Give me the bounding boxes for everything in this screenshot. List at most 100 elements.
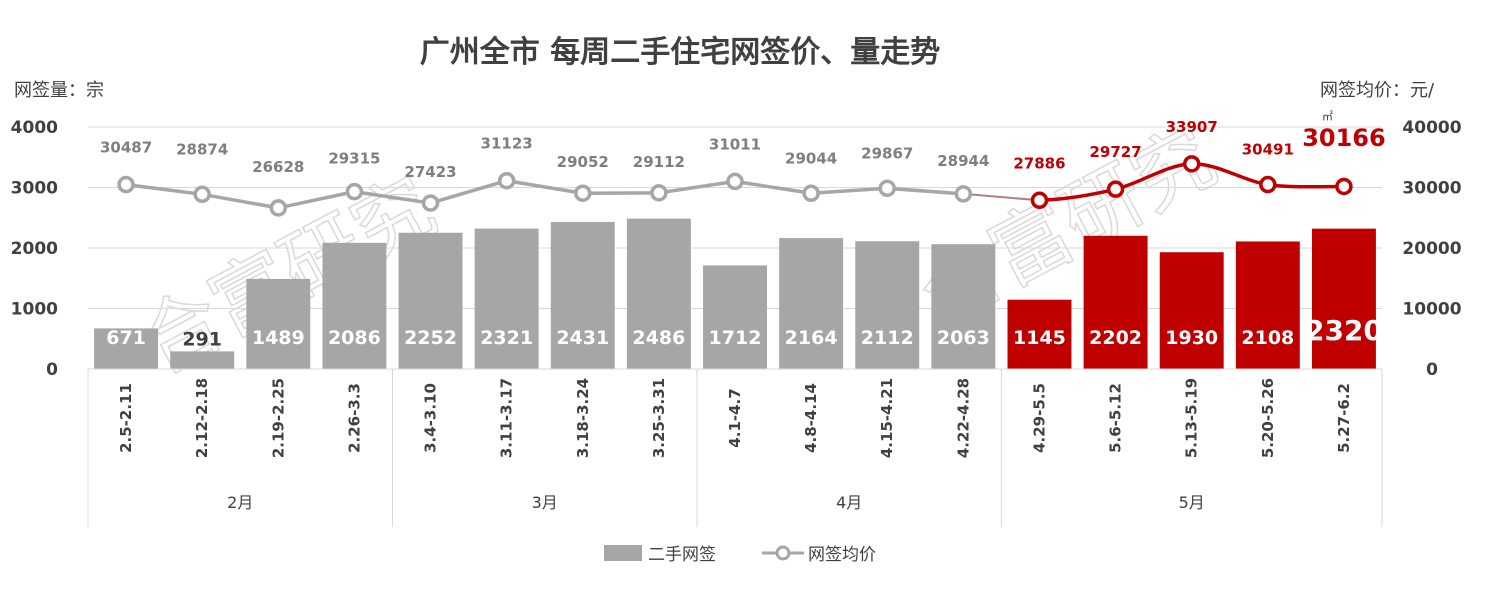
bar — [626, 218, 691, 369]
right-axis-title: 网签均价：元/ — [1320, 80, 1435, 101]
price-label: 29112 — [633, 153, 685, 171]
category-label: 2.5-2.11 — [117, 383, 135, 453]
bar — [779, 238, 844, 369]
category-label: 3.25-3.31 — [650, 378, 668, 458]
right-y-tick: 40000 — [1402, 118, 1461, 138]
price-marker — [497, 171, 516, 190]
bar-label: 2320 — [1305, 314, 1383, 347]
category-label: 3.18-3.24 — [574, 378, 592, 458]
bar-label: 2112 — [861, 327, 914, 349]
legend-line-marker — [775, 545, 791, 561]
price-marker — [574, 184, 592, 202]
price-line-transition — [963, 192, 1040, 202]
price-label: 28944 — [937, 152, 989, 170]
price-marker — [193, 185, 211, 204]
price-marker — [1030, 191, 1049, 210]
bar — [931, 244, 996, 369]
category-label: 3.4-3.10 — [422, 383, 440, 453]
right-y-tick: 10000 — [1402, 300, 1461, 320]
price-label: 30491 — [1242, 141, 1294, 159]
price-label: 26628 — [252, 158, 304, 176]
price-labels: 30487 28874 26628 29315 27423 31123 29052 29112… — [100, 118, 1386, 181]
bar — [94, 328, 159, 369]
category-label: 5.6-5.12 — [1107, 383, 1125, 453]
legend-bar-label: 二手网签 — [648, 545, 716, 565]
left-y-tick: 4000 — [11, 118, 58, 138]
category-label: 5.27-6.2 — [1335, 383, 1353, 453]
price-label: 29867 — [861, 144, 913, 162]
bar-label: 2164 — [785, 327, 838, 349]
price-label: 29044 — [785, 149, 837, 167]
price-marker — [421, 194, 440, 212]
bar — [398, 232, 463, 369]
bar-label: 2108 — [1241, 327, 1294, 349]
legend: 二手网签 网签均价 — [604, 545, 876, 565]
category-label: 5.20-5.26 — [1259, 378, 1277, 458]
price-label: 30166 — [1302, 124, 1386, 152]
bar-series — [94, 218, 1376, 369]
bar-label: 291 — [182, 328, 222, 350]
price-label: 29727 — [1089, 143, 1141, 161]
bar — [1311, 228, 1376, 369]
bar-label: 1145 — [1013, 327, 1066, 349]
category-axis: 2.5-2.11 2.12-2.18 2.19-2.25 2.26-3.3 3.4-3.… — [87, 368, 1383, 527]
bar — [170, 351, 235, 369]
bar — [474, 228, 539, 369]
month-label: 4月 — [836, 493, 862, 512]
bar-label: 2486 — [632, 327, 685, 349]
price-label: 31011 — [709, 135, 761, 153]
chart-title: 广州全市 每周二手住宅网签价、量走势 — [420, 35, 940, 70]
price-label: 27423 — [404, 163, 456, 181]
category-label: 4.1-4.7 — [726, 388, 744, 447]
category-label: 3.11-3.17 — [498, 378, 516, 458]
price-label: 28874 — [176, 140, 228, 158]
bar-label: 1712 — [709, 327, 762, 349]
right-y-tick: 30000 — [1402, 179, 1461, 199]
price-marker — [345, 182, 364, 201]
price-label: 29315 — [328, 150, 380, 168]
price-marker — [878, 179, 896, 198]
category-label: 5.13-5.19 — [1183, 378, 1201, 458]
left-y-tick: 2000 — [11, 239, 58, 259]
legend-bar-swatch — [604, 545, 642, 561]
bar — [322, 242, 387, 369]
price-label: 29052 — [557, 153, 609, 171]
price-marker — [650, 184, 668, 202]
bar-label: 2202 — [1089, 327, 1142, 349]
left-y-tick: 1000 — [11, 300, 58, 320]
price-label: 30487 — [100, 139, 152, 157]
category-label: 4.15-4.21 — [878, 378, 896, 458]
category-label: 4.8-4.14 — [802, 383, 820, 453]
price-label: 27886 — [1013, 154, 1065, 172]
right-y-ticks: 0 10000 20000 30000 40000 — [1402, 118, 1461, 380]
month-label: 3月 — [532, 493, 558, 512]
category-label: 2.26-3.3 — [345, 383, 363, 453]
bar-label: 2252 — [404, 327, 457, 349]
legend-line-label: 网签均价 — [808, 545, 876, 565]
price-label: 31123 — [481, 135, 533, 153]
category-label: 4.29-5.5 — [1030, 383, 1048, 453]
left-y-ticks: 0 1000 2000 3000 4000 — [11, 118, 58, 380]
bar-label: 2086 — [328, 327, 381, 349]
price-line-gray — [125, 178, 964, 210]
price-marker — [1259, 175, 1277, 194]
category-label: 2.12-2.18 — [193, 378, 211, 458]
bar — [550, 221, 615, 369]
right-y-tick: 0 — [1426, 360, 1438, 380]
price-marker — [1182, 155, 1201, 173]
bar-label: 2063 — [937, 327, 990, 349]
left-y-tick: 0 — [46, 360, 58, 380]
price-label: 33907 — [1166, 118, 1218, 136]
bar-label: 1489 — [252, 327, 305, 349]
bar — [1007, 299, 1072, 369]
price-marker — [802, 184, 820, 203]
left-y-tick: 3000 — [11, 179, 58, 199]
bar-labels: 671 291 1489 2086 2252 2321 2431 2486 1712 2164 21… — [106, 314, 1383, 350]
price-marker — [117, 175, 135, 194]
price-marker — [269, 199, 288, 217]
month-label: 5月 — [1179, 493, 1205, 512]
bar-label: 2431 — [556, 327, 609, 349]
bar-label: 2321 — [480, 327, 533, 349]
bar-label: 1930 — [1165, 327, 1218, 349]
